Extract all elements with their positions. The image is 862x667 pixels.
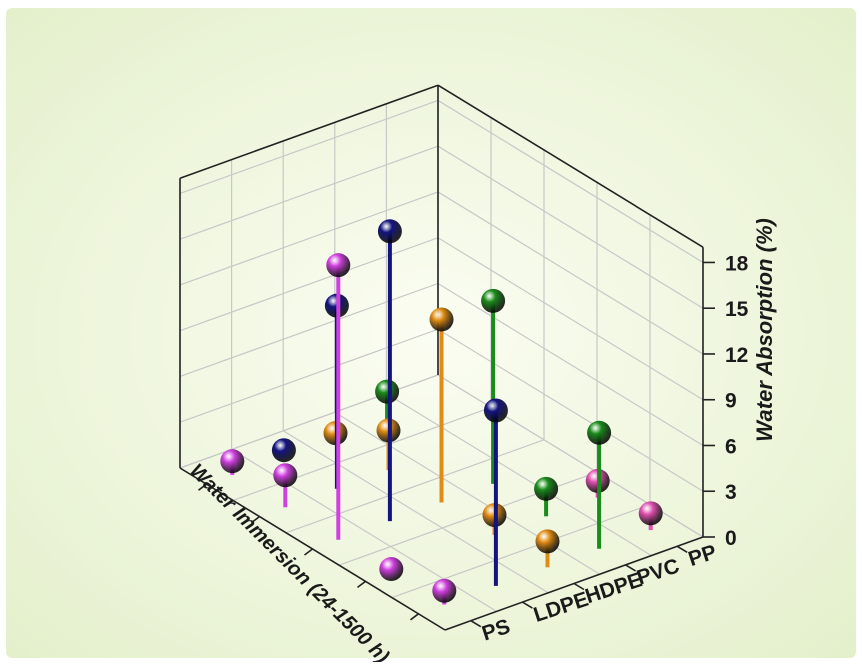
data-point-pvc (534, 476, 559, 501)
plot-background (6, 8, 856, 658)
floor-grid-line (386, 393, 652, 557)
x-tick (251, 515, 260, 524)
category-tick (521, 601, 533, 609)
floor-grid-line (391, 504, 651, 599)
z-tick-label: 3 (725, 481, 737, 504)
box-edge (437, 84, 704, 248)
data-point-ldpe (377, 219, 402, 244)
data-point-pp (638, 501, 663, 526)
data-point-ldpe (483, 398, 508, 423)
category-tick (573, 582, 585, 591)
data-point-ps (326, 253, 351, 278)
data-point-hdpe (429, 307, 454, 332)
z-tick-label: 18 (725, 252, 749, 275)
data-point-ps (432, 578, 457, 603)
data-point-pvc (481, 288, 506, 313)
z-tick-label: 6 (725, 435, 737, 458)
data-point-ps (220, 449, 245, 474)
data-point-pvc (587, 420, 612, 445)
floor-grid-line (232, 406, 492, 501)
x-tick (357, 580, 366, 589)
data-point-ps (379, 557, 404, 582)
data-point-ldpe (271, 438, 296, 463)
z-tick-label: 12 (725, 344, 748, 367)
z-axis-label: Water Absorption (%) (752, 218, 777, 442)
x-tick (410, 613, 419, 621)
x-tick (304, 548, 313, 556)
category-tick (470, 620, 482, 628)
floor-grid-line (282, 430, 549, 594)
z-tick-label: 9 (725, 390, 737, 413)
stems (220, 219, 663, 605)
data-point-hdpe (535, 529, 560, 554)
box-edge (179, 84, 439, 179)
data-point-pvc (375, 379, 400, 404)
z-tick-label: 15 (725, 298, 749, 321)
category-tick (625, 564, 637, 572)
data-point-ps (273, 463, 298, 488)
x-tick (198, 483, 207, 491)
z-tick-label: 0 (725, 527, 737, 550)
floor-grid-line (285, 439, 545, 534)
category-tick (676, 545, 688, 553)
